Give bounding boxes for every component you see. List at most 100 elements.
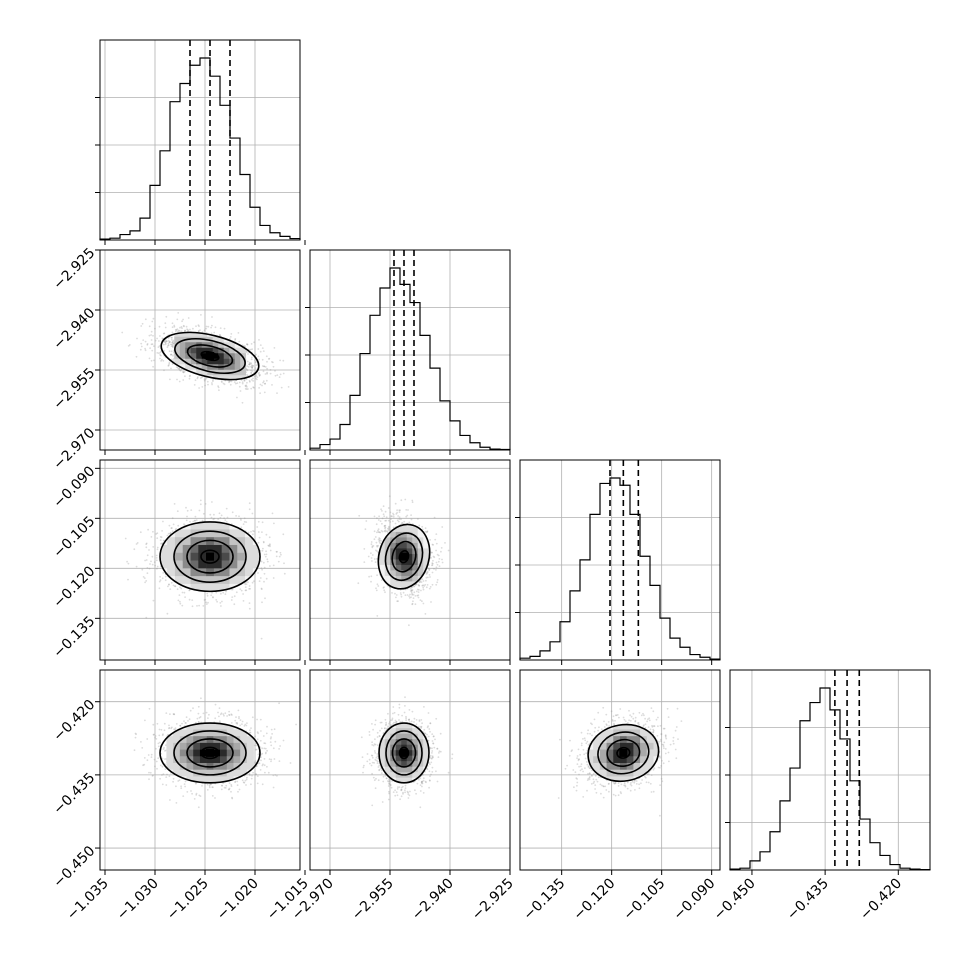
scatter-point <box>172 340 174 343</box>
scatter-point <box>170 336 173 339</box>
density-cell <box>174 552 184 561</box>
scatter-point <box>221 600 223 603</box>
scatter-point <box>373 530 376 533</box>
scatter-point <box>174 585 177 588</box>
scatter-point <box>157 346 160 348</box>
scatter-point <box>220 592 222 595</box>
scatter-point <box>261 347 264 349</box>
scatter-point <box>411 501 414 504</box>
scatter-point <box>152 317 155 320</box>
scatter-point <box>262 540 265 543</box>
scatter-point <box>272 361 274 364</box>
scatter-point <box>212 596 214 598</box>
scatter-point <box>144 318 147 321</box>
scatter-point <box>375 523 378 526</box>
scatter-point <box>383 530 386 532</box>
scatter-point <box>199 503 202 506</box>
scatter-point <box>222 382 225 385</box>
scatter-point <box>149 563 151 565</box>
scatter-point <box>396 509 398 512</box>
scatter-point <box>278 376 281 378</box>
panel-2-1 <box>309 459 511 665</box>
scatter-point <box>382 587 385 589</box>
scatter-point <box>167 344 170 347</box>
scatter-point <box>400 499 403 502</box>
scatter-point <box>126 560 128 563</box>
scatter-point <box>377 519 380 521</box>
scatter-point <box>218 389 220 392</box>
scatter-point <box>390 515 393 517</box>
scatter-point <box>438 558 441 560</box>
scatter-point <box>411 589 414 591</box>
scatter-point <box>210 594 213 597</box>
scatter-point <box>193 384 196 386</box>
scatter-point <box>433 568 435 570</box>
scatter-point <box>278 555 281 558</box>
scatter-point <box>152 599 155 602</box>
scatter-point <box>395 594 398 596</box>
scatter-point <box>248 607 251 610</box>
scatter-point <box>192 520 195 523</box>
scatter-point <box>198 325 200 328</box>
scatter-point <box>220 514 223 517</box>
scatter-point <box>182 371 185 374</box>
scatter-point <box>139 348 142 351</box>
scatter-point <box>407 509 409 511</box>
scatter-point <box>397 515 399 517</box>
scatter-point <box>251 366 254 369</box>
scatter-point <box>398 509 401 512</box>
scatter-point <box>265 355 268 358</box>
scatter-point <box>256 376 259 378</box>
scatter-point <box>196 377 199 380</box>
scatter-point <box>253 375 256 378</box>
scatter-point <box>381 522 383 525</box>
scatter-point <box>244 384 247 387</box>
scatter-point <box>175 329 178 331</box>
scatter-point <box>164 579 167 582</box>
scatter-point <box>172 344 174 347</box>
scatter-point <box>418 524 421 527</box>
density-peak <box>206 352 214 360</box>
scatter-point <box>424 613 427 615</box>
scatter-point <box>384 510 387 513</box>
scatter-point <box>276 392 278 394</box>
panel-background <box>100 40 300 240</box>
scatter-point <box>282 533 285 536</box>
scatter-point <box>171 336 173 339</box>
scatter-point <box>195 325 197 328</box>
scatter-point <box>150 339 153 341</box>
scatter-point <box>264 597 266 600</box>
scatter-point <box>388 495 391 498</box>
density-cell <box>223 358 230 365</box>
scatter-point <box>250 362 253 364</box>
scatter-point <box>170 358 173 361</box>
scatter-point <box>250 530 252 533</box>
scatter-point <box>251 512 254 515</box>
scatter-point <box>213 331 216 334</box>
scatter-point <box>435 569 437 571</box>
scatter-point <box>263 391 266 394</box>
scatter-point <box>382 513 385 516</box>
scatter-point <box>186 515 188 518</box>
scatter-point <box>238 340 241 343</box>
scatter-point <box>264 382 266 385</box>
scatter-point <box>135 565 138 568</box>
scatter-point <box>387 507 390 509</box>
scatter-point <box>163 343 165 346</box>
scatter-point <box>176 378 178 381</box>
scatter-point <box>257 541 260 544</box>
scatter-point <box>266 371 268 374</box>
scatter-point <box>245 384 248 387</box>
scatter-point <box>200 314 202 316</box>
scatter-point <box>382 505 385 508</box>
scatter-point <box>370 580 372 583</box>
scatter-point <box>184 375 186 378</box>
scatter-point <box>246 343 248 345</box>
scatter-point <box>186 328 188 331</box>
scatter-point <box>258 358 260 361</box>
scatter-point <box>197 330 200 333</box>
scatter-point <box>423 585 426 587</box>
scatter-point <box>156 537 159 540</box>
scatter-point <box>171 326 174 329</box>
scatter-point <box>145 559 148 561</box>
